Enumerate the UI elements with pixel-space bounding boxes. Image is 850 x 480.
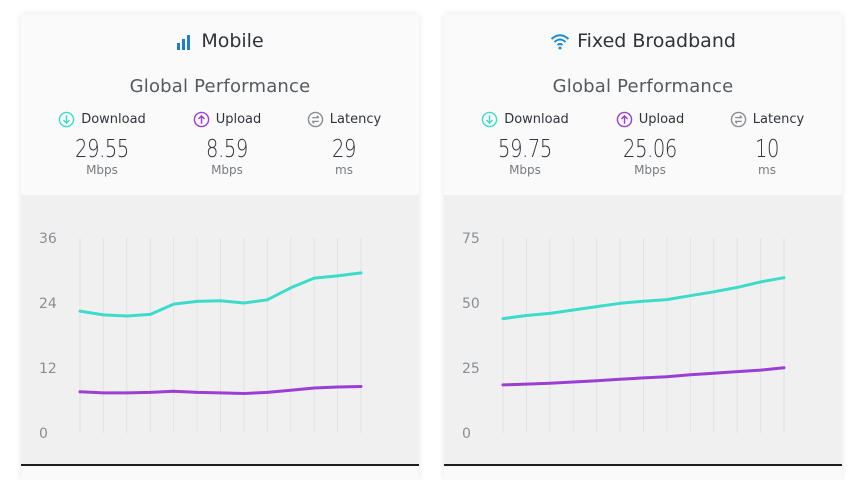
download-unit: Mbps: [509, 163, 541, 177]
upload-metric: Upload 25.06 Mbps: [595, 109, 705, 177]
fixed-broadband-chart: 0 25 50 75: [444, 195, 842, 466]
download-metric: Download 29.55 Mbps: [47, 109, 157, 177]
latency-unit: ms: [758, 163, 776, 177]
latency-icon: [307, 111, 324, 127]
latency-label: Latency: [752, 111, 805, 127]
y-tick-label: 36: [39, 231, 57, 247]
y-tick-label: 50: [462, 296, 480, 312]
download-metric: Download 59.75 Mbps: [470, 109, 580, 177]
fixed-broadband-card: Fixed Broadband Global Performance Downl…: [444, 14, 842, 480]
upload-label: Upload: [638, 111, 685, 127]
upload-unit: Mbps: [634, 163, 666, 177]
chart-baseline: [21, 464, 419, 466]
download-value: 29.55: [75, 134, 129, 163]
signal-bars-icon: [177, 35, 191, 50]
download-series-line: [78, 271, 363, 318]
download-label: Download: [504, 111, 569, 127]
upload-arrow-icon: [193, 111, 210, 127]
card-title: Fixed Broadband: [444, 26, 842, 56]
upload-metric: Upload 8.59 Mbps: [172, 109, 282, 177]
latency-metric: Latency 29 ms: [289, 109, 399, 177]
download-arrow-icon: [481, 111, 498, 127]
card-title-text: Fixed Broadband: [577, 30, 736, 52]
fixed-broadband-chart-svg: 0 25 50 75: [462, 231, 786, 442]
y-tick-label: 0: [39, 426, 48, 442]
latency-value: 10: [754, 134, 780, 163]
y-tick-label: 75: [462, 231, 480, 247]
latency-metric: Latency 10 ms: [712, 109, 822, 177]
latency-value: 29: [331, 134, 357, 163]
upload-series-line: [78, 385, 363, 395]
download-label: Download: [81, 111, 146, 127]
upload-label: Upload: [215, 111, 262, 127]
chart-baseline: [444, 464, 842, 466]
download-arrow-icon: [58, 111, 75, 127]
upload-value: 25.06: [623, 134, 677, 163]
y-tick-label: 24: [39, 296, 57, 312]
upload-value: 8.59: [206, 134, 248, 163]
card-title: Mobile: [21, 26, 419, 56]
y-tick-label: 12: [39, 361, 57, 377]
y-tick-label: 25: [462, 361, 480, 377]
card-subtitle: Global Performance: [552, 76, 734, 97]
download-unit: Mbps: [86, 163, 118, 177]
latency-unit: ms: [335, 163, 353, 177]
latency-icon: [730, 111, 747, 127]
card-subtitle: Global Performance: [129, 76, 311, 97]
latency-label: Latency: [329, 111, 382, 127]
mobile-chart: 0 12 24 36: [21, 195, 419, 466]
download-series-line: [501, 276, 786, 321]
upload-unit: Mbps: [211, 163, 243, 177]
card-title-text: Mobile: [201, 30, 264, 52]
upload-series-line: [501, 366, 786, 387]
card-header: Mobile Global Performance Download 29.55…: [21, 14, 419, 195]
wifi-icon: [550, 34, 570, 50]
download-value: 59.75: [498, 134, 552, 163]
upload-arrow-icon: [616, 111, 633, 127]
mobile-chart-svg: 0 12 24 36: [39, 231, 363, 442]
y-tick-label: 0: [462, 426, 471, 442]
card-header: Fixed Broadband Global Performance Downl…: [444, 14, 842, 195]
mobile-card: Mobile Global Performance Download 29.55…: [21, 14, 419, 480]
